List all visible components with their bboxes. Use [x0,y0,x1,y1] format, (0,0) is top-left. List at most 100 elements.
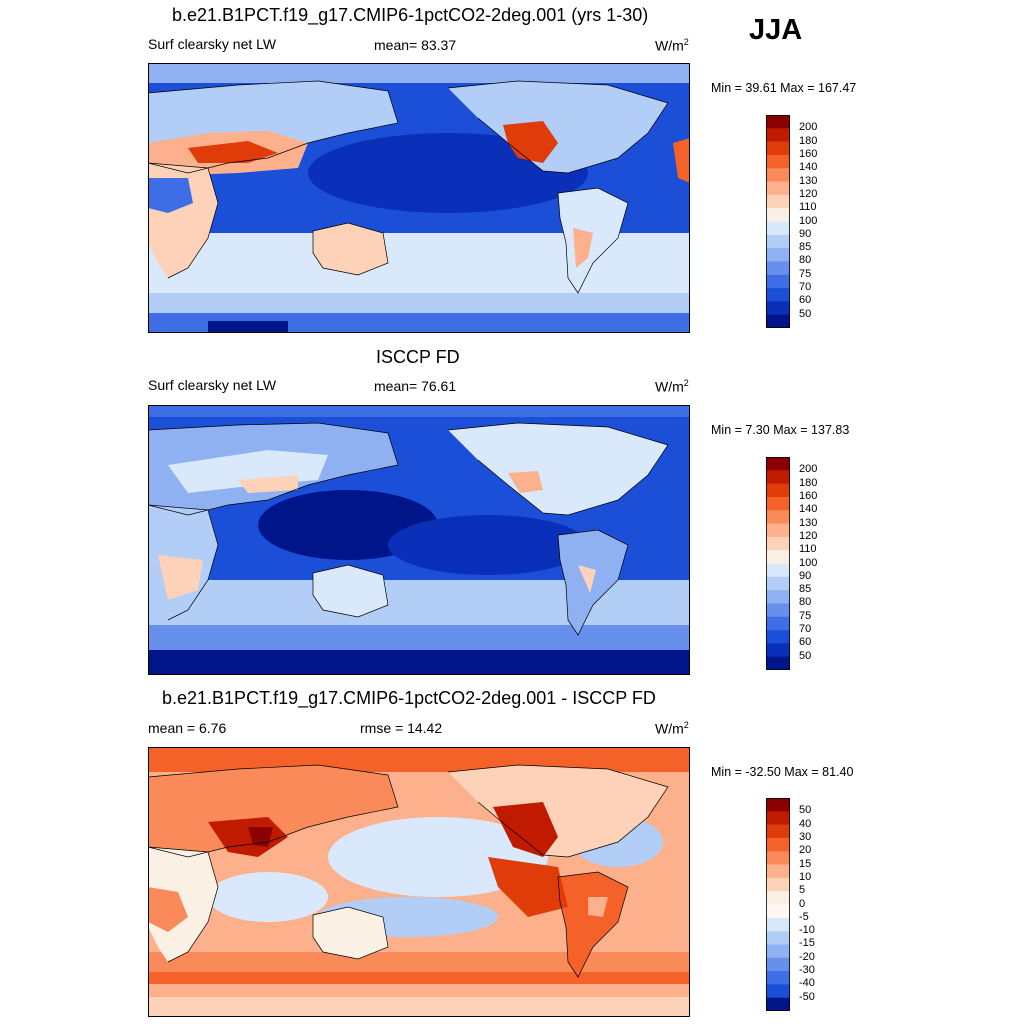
panel1-title: b.e21.B1PCT.f19_g17.CMIP6-1pctCO2-2deg.0… [172,5,649,25]
colorbar-cell [766,536,790,551]
colorbar-cell [766,917,790,932]
colorbar-tick-label: 90 [799,227,812,240]
colorbar-tick-label: 15 [799,857,812,870]
colorbar-tick-label: 85 [799,241,812,254]
colorbar-cell [766,483,790,498]
colorbar-cell [766,261,790,276]
colorbar-cell [766,656,790,670]
colorbar-tick-label: 40 [799,817,812,830]
panel2-units: W/m2 [655,378,689,395]
colorbar-cell [766,288,790,302]
panel1-mean-label: mean= 83.37 [374,37,457,53]
colorbar-tick-label: 85 [799,583,812,596]
panel1-colorbar [766,115,790,328]
colorbar-cell [766,496,790,511]
panel1-map [148,63,690,333]
colorbar-tick-label: 75 [799,609,812,622]
colorbar-cell [766,576,790,591]
colorbar-cell [766,877,790,892]
colorbar-cell [766,824,790,839]
colorbar-tick-label: -15 [799,937,815,950]
colorbar-tick-label: 30 [799,830,812,843]
colorbar-cell [766,643,790,657]
colorbar-tick-label: 75 [799,267,812,280]
colorbar-cell [766,168,790,182]
colorbar-cell [766,314,790,328]
colorbar-tick-label: 100 [799,214,818,227]
colorbar-tick-label: 160 [799,489,818,502]
colorbar-cell [766,811,790,825]
colorbar-tick-label: 20 [799,844,812,857]
colorbar-tick-label: 200 [799,463,818,476]
colorbar-tick-label: 50 [799,804,812,817]
panel1-colorbar-cells [766,115,790,328]
panel2-minmax: Min = 7.30 Max = 137.83 [711,423,850,437]
colorbar-cell [766,181,790,196]
colorbar-cell [766,837,790,852]
panel2-map [148,405,690,675]
colorbar-cell [766,563,790,578]
colorbar-tick-label: 180 [799,476,818,489]
panel2-title: ISCCP FD [376,347,460,367]
colorbar-cell [766,864,790,879]
colorbar-cell [766,904,790,919]
panel3-map [148,747,690,1017]
colorbar-tick-label: 120 [799,529,818,542]
colorbar-cell [766,274,790,289]
colorbar-tick-label: 100 [799,556,818,569]
colorbar-tick-label: 110 [799,201,817,214]
panel1-variable-label: Surf clearsky net LW [148,36,277,52]
colorbar-tick-label: 140 [799,503,818,516]
colorbar-tick-label: -20 [799,950,815,963]
colorbar-tick-label: 70 [799,281,812,294]
colorbar-cell [766,630,790,644]
panel2-mean-label: mean= 76.61 [374,378,457,394]
colorbar-cell [766,957,790,972]
colorbar-cell [766,221,790,236]
colorbar-tick-label: 50 [799,649,812,662]
panel2-colorbar [766,457,790,670]
colorbar-tick-label: 50 [799,307,812,320]
colorbar-tick-label: 70 [799,623,812,636]
colorbar-tick-label: -40 [799,977,815,990]
colorbar-cell [766,616,790,631]
colorbar-tick-label: 90 [799,569,812,582]
panel3-rmse-label: rmse = 14.42 [360,720,443,736]
colorbar-tick-label: 110 [799,543,817,556]
colorbar-tick-label: 200 [799,121,818,134]
colorbar-cell [766,523,790,538]
colorbar-cell [766,997,790,1011]
colorbar-tick-label: 180 [799,134,818,147]
panel2-variable-label: Surf clearsky net LW [148,377,277,393]
colorbar-cell [766,971,790,985]
colorbar-cell [766,984,790,998]
colorbar-cell [766,301,790,315]
panel3-colorbar [766,798,790,1011]
panel3-units: W/m2 [655,720,689,737]
colorbar-cell [766,470,790,484]
colorbar-tick-label: 0 [799,897,806,910]
colorbar-cell [766,590,790,604]
colorbar-tick-label: -30 [799,964,815,977]
colorbar-tick-label: 130 [799,516,818,529]
colorbar-tick-label: -50 [799,990,815,1003]
colorbar-cell [766,798,790,812]
colorbar-tick-label: 60 [799,636,812,649]
colorbar-cell [766,141,790,156]
colorbar-cell [766,944,790,959]
colorbar-cell [766,931,790,945]
panel1-minmax: Min = 39.61 Max = 167.47 [711,81,857,95]
colorbar-cell [766,154,790,169]
colorbar-tick-label: 80 [799,254,812,267]
colorbar-cell [766,115,790,129]
panel1-units: W/m2 [655,37,689,54]
colorbar-tick-label: 160 [799,147,818,160]
colorbar-tick-label: 80 [799,596,812,609]
colorbar-cell [766,510,790,524]
panel3-colorbar-cells [766,798,790,1011]
colorbar-tick-label: 10 [799,870,812,883]
panel3-title: b.e21.B1PCT.f19_g17.CMIP6-1pctCO2-2deg.0… [162,688,656,708]
colorbar-tick-label: 60 [799,294,812,307]
panel3-mean-label: mean = 6.76 [148,720,227,736]
colorbar-tick-label: 140 [799,161,818,174]
